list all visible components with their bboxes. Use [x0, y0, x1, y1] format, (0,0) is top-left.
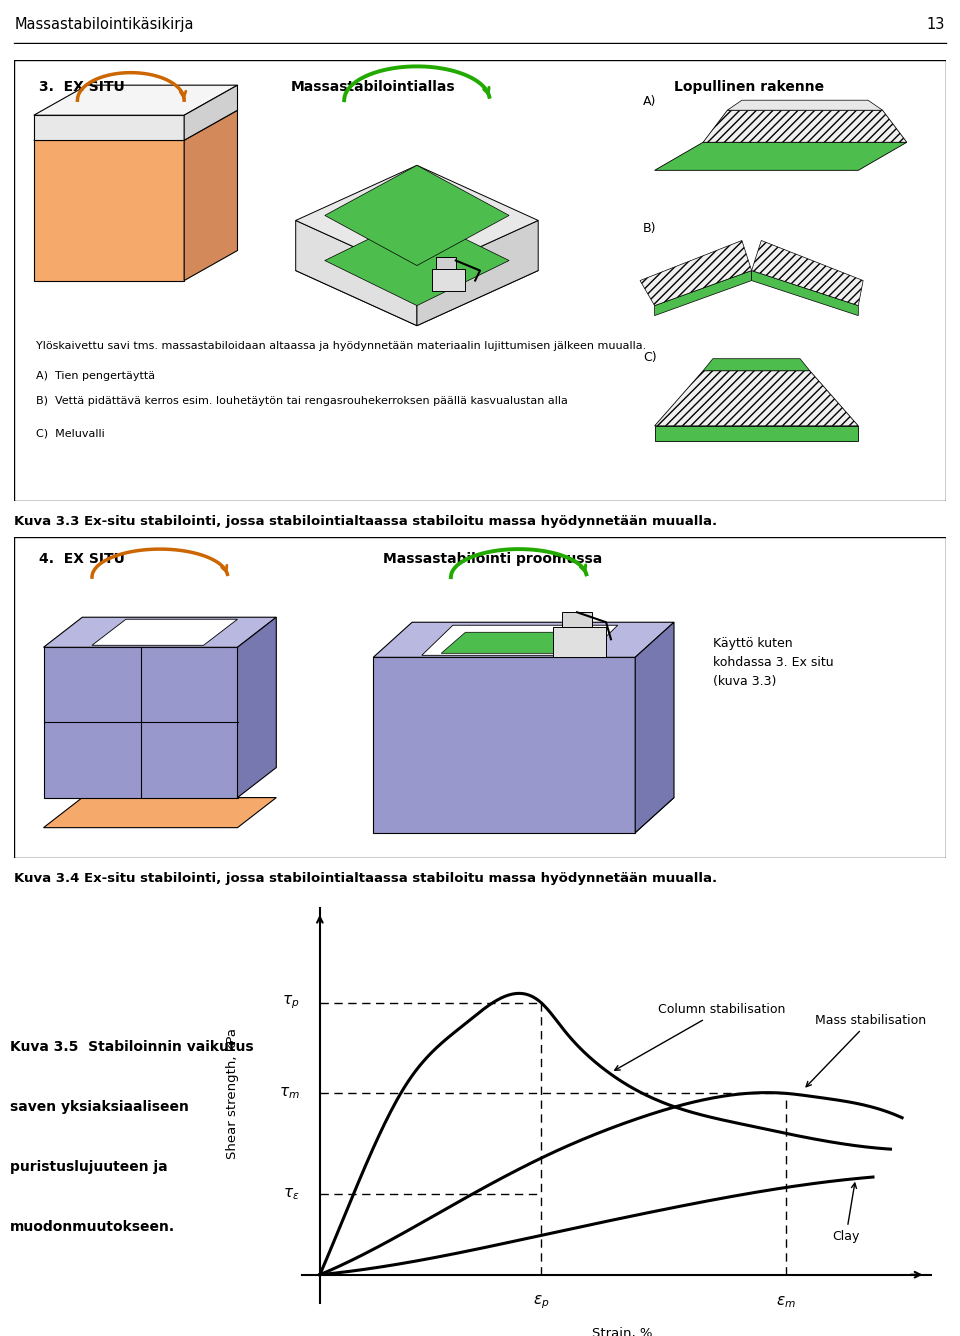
- Polygon shape: [442, 632, 591, 653]
- Text: Kuva 3.3 Ex-situ stabilointi, jossa stabilointialtaassa stabiloitu massa hyödynn: Kuva 3.3 Ex-situ stabilointi, jossa stab…: [14, 516, 717, 528]
- Text: Massastabilointikäsikirja: Massastabilointikäsikirja: [15, 17, 195, 32]
- Polygon shape: [43, 648, 237, 798]
- Text: Mass stabilisation: Mass stabilisation: [806, 1014, 925, 1086]
- Bar: [437, 257, 456, 269]
- Text: C)  Meluvalli: C) Meluvalli: [36, 429, 105, 438]
- Polygon shape: [34, 140, 184, 281]
- Bar: [553, 627, 606, 657]
- Text: Kuva 3.4 Ex-situ stabilointi, jossa stabilointialtaassa stabiloitu massa hyödynn: Kuva 3.4 Ex-situ stabilointi, jossa stab…: [14, 872, 717, 884]
- Text: 13: 13: [926, 17, 945, 32]
- Polygon shape: [752, 270, 858, 315]
- Text: muodonmuutokseen.: muodonmuutokseen.: [10, 1220, 175, 1233]
- Polygon shape: [640, 240, 752, 306]
- Bar: [563, 612, 591, 627]
- Polygon shape: [34, 86, 237, 115]
- Polygon shape: [92, 619, 237, 645]
- Polygon shape: [43, 798, 276, 827]
- Polygon shape: [184, 86, 237, 140]
- Text: A): A): [643, 95, 657, 108]
- Polygon shape: [752, 240, 863, 306]
- Text: $\varepsilon_p$: $\varepsilon_p$: [533, 1293, 549, 1312]
- Text: 4.  EX SITU: 4. EX SITU: [38, 552, 125, 566]
- Text: 3.  EX SITU: 3. EX SITU: [38, 80, 125, 94]
- Polygon shape: [655, 370, 858, 426]
- Text: Ylöskaivettu savi tms. massastabiloidaan altaassa ja hyödynnetään materiaalin lu: Ylöskaivettu savi tms. massastabiloidaan…: [36, 341, 646, 350]
- Text: Clay: Clay: [832, 1184, 859, 1242]
- Text: B)  Vettä pidättävä kerros esim. louhetäytön tai rengasrouhekerroksen päällä kas: B) Vettä pidättävä kerros esim. louhetäy…: [36, 395, 567, 406]
- Polygon shape: [421, 625, 617, 655]
- Text: Lopullinen rakenne: Lopullinen rakenne: [674, 80, 824, 94]
- Polygon shape: [417, 220, 539, 326]
- Polygon shape: [324, 215, 509, 306]
- Text: $\tau_\varepsilon$: $\tau_\varepsilon$: [283, 1186, 300, 1202]
- Text: saven yksiaksiaaliseen: saven yksiaksiaaliseen: [10, 1100, 188, 1114]
- Polygon shape: [43, 617, 276, 648]
- Polygon shape: [703, 110, 907, 142]
- Bar: [431, 269, 466, 290]
- Text: Strain, %: Strain, %: [592, 1327, 653, 1336]
- Polygon shape: [34, 110, 237, 140]
- Polygon shape: [655, 426, 858, 441]
- Text: B): B): [643, 222, 657, 235]
- Text: Column stabilisation: Column stabilisation: [614, 1003, 785, 1070]
- Text: $\tau_m$: $\tau_m$: [278, 1085, 300, 1101]
- Polygon shape: [703, 358, 810, 370]
- Text: Käyttö kuten
kohdassa 3. Ex situ
(kuva 3.3): Käyttö kuten kohdassa 3. Ex situ (kuva 3…: [712, 637, 833, 688]
- Polygon shape: [636, 623, 674, 832]
- Text: puristuslujuuteen ja: puristuslujuuteen ja: [10, 1160, 167, 1173]
- Polygon shape: [373, 798, 674, 832]
- Text: $\tau_p$: $\tau_p$: [282, 994, 300, 1011]
- Polygon shape: [373, 657, 636, 832]
- Polygon shape: [296, 215, 539, 326]
- Polygon shape: [373, 623, 674, 657]
- Text: Massastabilointi proomussa: Massastabilointi proomussa: [383, 552, 602, 566]
- Text: Shear strength, kPa: Shear strength, kPa: [226, 1027, 239, 1158]
- Text: Kuva 3.5  Stabiloinnin vaikutus: Kuva 3.5 Stabiloinnin vaikutus: [10, 1039, 253, 1054]
- Polygon shape: [655, 270, 752, 315]
- Polygon shape: [34, 115, 184, 140]
- Polygon shape: [655, 142, 907, 170]
- Polygon shape: [296, 220, 417, 326]
- Polygon shape: [237, 617, 276, 798]
- Text: C): C): [643, 350, 657, 363]
- Polygon shape: [324, 166, 509, 266]
- Polygon shape: [184, 110, 237, 281]
- Polygon shape: [296, 166, 539, 275]
- Text: Massastabilointiallas: Massastabilointiallas: [291, 80, 455, 94]
- Text: $\varepsilon_m$: $\varepsilon_m$: [776, 1293, 796, 1309]
- Polygon shape: [728, 100, 882, 110]
- Text: A)  Tien pengertäyttä: A) Tien pengertäyttä: [36, 370, 155, 381]
